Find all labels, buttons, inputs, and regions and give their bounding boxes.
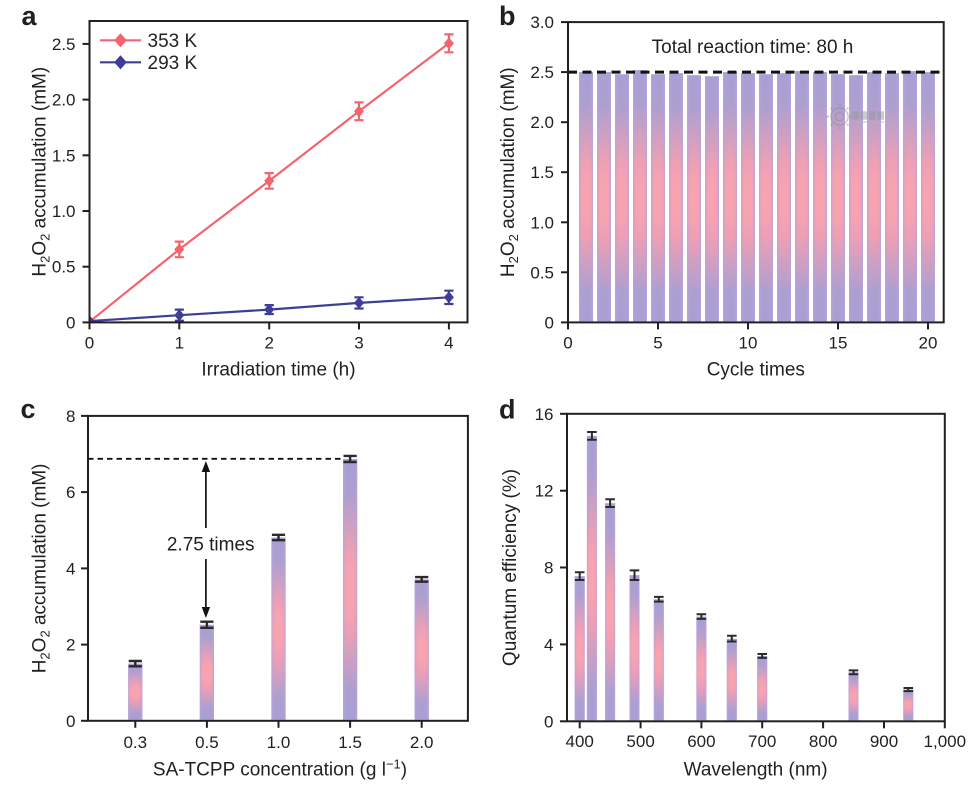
svg-text:800: 800 <box>809 732 837 751</box>
svg-text:SA-TCPP concentration (g l−1): SA-TCPP concentration (g l−1) <box>153 756 407 780</box>
svg-text:0: 0 <box>85 334 94 353</box>
svg-text:H2O2 accumulation (mM): H2O2 accumulation (mM) <box>30 67 53 277</box>
svg-text:0: 0 <box>545 313 554 332</box>
svg-text:1,000: 1,000 <box>924 732 967 751</box>
svg-text:500: 500 <box>626 732 654 751</box>
svg-text:6: 6 <box>66 483 75 502</box>
svg-text:15: 15 <box>829 334 848 353</box>
svg-text:1.5: 1.5 <box>338 733 362 752</box>
svg-text:3: 3 <box>354 334 363 353</box>
svg-text:1.5: 1.5 <box>52 146 76 165</box>
svg-text:b: b <box>499 1 516 31</box>
svg-text:2.0: 2.0 <box>530 113 554 132</box>
svg-text:20: 20 <box>919 334 938 353</box>
svg-text:Quantum efficiency (%): Quantum efficiency (%) <box>500 469 521 666</box>
svg-text:2.5: 2.5 <box>530 63 554 82</box>
svg-text:16: 16 <box>535 405 554 424</box>
svg-text:8: 8 <box>544 559 553 578</box>
svg-text:2.0: 2.0 <box>52 91 76 110</box>
svg-text:1.0: 1.0 <box>530 213 554 232</box>
svg-text:2: 2 <box>66 636 75 655</box>
svg-text:0: 0 <box>544 712 553 731</box>
svg-text:0.3: 0.3 <box>123 733 147 752</box>
svg-text:4: 4 <box>544 635 553 654</box>
svg-text:1.5: 1.5 <box>530 163 554 182</box>
svg-text:900: 900 <box>870 732 898 751</box>
svg-text:293 K: 293 K <box>148 53 198 74</box>
svg-text:0: 0 <box>66 313 75 332</box>
svg-text:2.0: 2.0 <box>410 733 434 752</box>
svg-text:0.5: 0.5 <box>195 733 219 752</box>
svg-text:8: 8 <box>66 407 75 426</box>
svg-text:600: 600 <box>687 732 715 751</box>
svg-text:Total reaction time: 80 h: Total reaction time: 80 h <box>652 37 854 58</box>
svg-text:10: 10 <box>739 334 758 353</box>
svg-text:0: 0 <box>66 712 75 731</box>
svg-text:1.0: 1.0 <box>267 733 291 752</box>
svg-text:1: 1 <box>175 334 184 353</box>
svg-text:1.0: 1.0 <box>52 202 76 221</box>
svg-text:4: 4 <box>66 559 75 578</box>
svg-text:2.75 times: 2.75 times <box>167 535 255 556</box>
svg-text:0.5: 0.5 <box>530 263 554 282</box>
svg-text:2: 2 <box>264 334 273 353</box>
svg-text:H2O2 accumulation (mM): H2O2 accumulation (mM) <box>498 67 521 277</box>
svg-text:a: a <box>22 1 38 31</box>
svg-text:353 K: 353 K <box>148 31 198 52</box>
svg-text:0: 0 <box>563 334 572 353</box>
svg-text:H2O2 accumulation (mM): H2O2 accumulation (mM) <box>30 463 53 673</box>
svg-text:d: d <box>499 395 516 425</box>
svg-text:3.0: 3.0 <box>530 13 554 32</box>
svg-text:c: c <box>21 394 36 424</box>
svg-text:12: 12 <box>535 482 554 501</box>
svg-text:Wavelength (nm): Wavelength (nm) <box>684 759 828 780</box>
svg-text:2.5: 2.5 <box>52 35 76 54</box>
svg-text:4: 4 <box>444 334 453 353</box>
svg-text:0.5: 0.5 <box>52 258 76 277</box>
svg-text:700: 700 <box>748 732 776 751</box>
svg-text:5: 5 <box>653 334 662 353</box>
svg-text:Cycle times: Cycle times <box>707 359 805 380</box>
svg-text:Irradiation time (h): Irradiation time (h) <box>201 359 355 380</box>
svg-text:400: 400 <box>566 732 594 751</box>
